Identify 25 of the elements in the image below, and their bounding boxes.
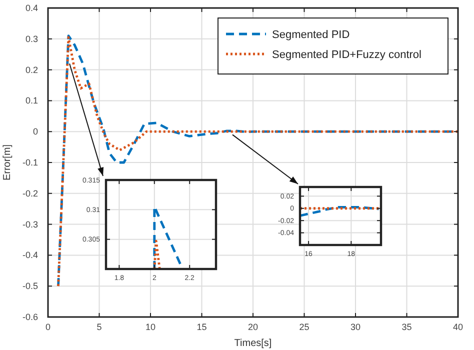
- x-tick-label: 15: [196, 322, 207, 332]
- y-tick-label: -0.6: [22, 312, 38, 322]
- y-tick-label: -0.2: [22, 188, 38, 198]
- x-tick-label: 40: [452, 322, 464, 332]
- y-tick-label: -0.5: [22, 281, 38, 292]
- x-tick-label: 25: [299, 322, 310, 332]
- y-tick-label: 0: [32, 126, 38, 137]
- x-axis-title: Times[s]: [234, 338, 272, 349]
- x-tick-label: 0: [45, 322, 51, 332]
- y-tick-label: -0.1: [22, 158, 38, 168]
- y-tick-label: -0.4: [22, 250, 38, 260]
- y-tick-label: 0.3: [25, 34, 38, 44]
- y-tick-label: 0.1: [25, 96, 38, 106]
- line-series: [300, 206, 380, 217]
- x-tick-label: 30: [350, 322, 361, 332]
- y-tick-label: 0.2: [25, 64, 38, 75]
- x-tick-label: 10: [145, 322, 156, 332]
- legend-label: Segmented PID: [272, 29, 350, 41]
- x-tick-label: 35: [402, 322, 412, 332]
- y-tick-label: 0.4: [25, 3, 38, 13]
- legend-label: Segmented PID+Fuzzy control: [272, 49, 422, 61]
- x-tick-label: 5: [96, 322, 102, 332]
- x-tick-label: 20: [248, 322, 258, 332]
- y-tick-label: -0.3: [22, 219, 38, 230]
- y-axis-title: Error[m]: [2, 144, 13, 181]
